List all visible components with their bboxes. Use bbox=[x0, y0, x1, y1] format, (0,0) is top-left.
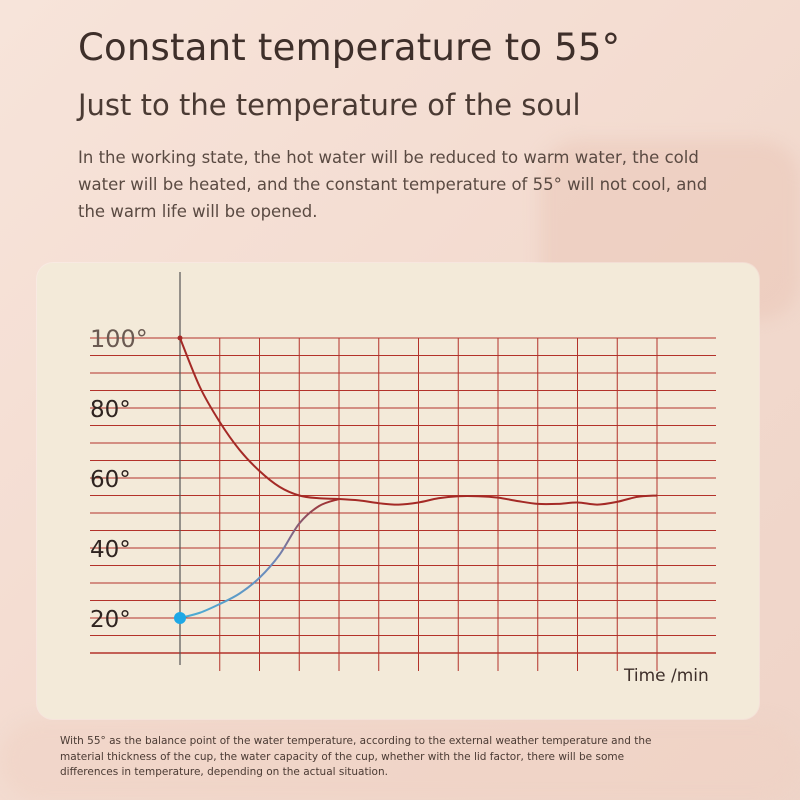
page-title: Constant temperature to 55° bbox=[78, 26, 621, 69]
footnote-text: With 55° as the balance point of the wat… bbox=[60, 735, 652, 778]
y-tick-label: 40° bbox=[90, 537, 131, 563]
background-blur-shape bbox=[0, 720, 800, 800]
series-start-point-cold bbox=[174, 612, 186, 624]
y-tick-label: 60° bbox=[90, 467, 131, 493]
description-text: In the working state, the hot water will… bbox=[78, 148, 708, 221]
y-tick-label: 100° bbox=[90, 325, 148, 353]
x-axis-label: Time /min bbox=[623, 666, 709, 686]
page-subtitle: Just to the temperature of the soul bbox=[78, 88, 581, 122]
series-start-point-hot bbox=[177, 335, 183, 341]
y-tick-label: 80° bbox=[90, 397, 131, 423]
y-tick-label: 20° bbox=[90, 607, 131, 633]
chart-card bbox=[37, 263, 759, 719]
series-line-cold bbox=[179, 498, 340, 619]
series-line-hot bbox=[179, 337, 658, 506]
